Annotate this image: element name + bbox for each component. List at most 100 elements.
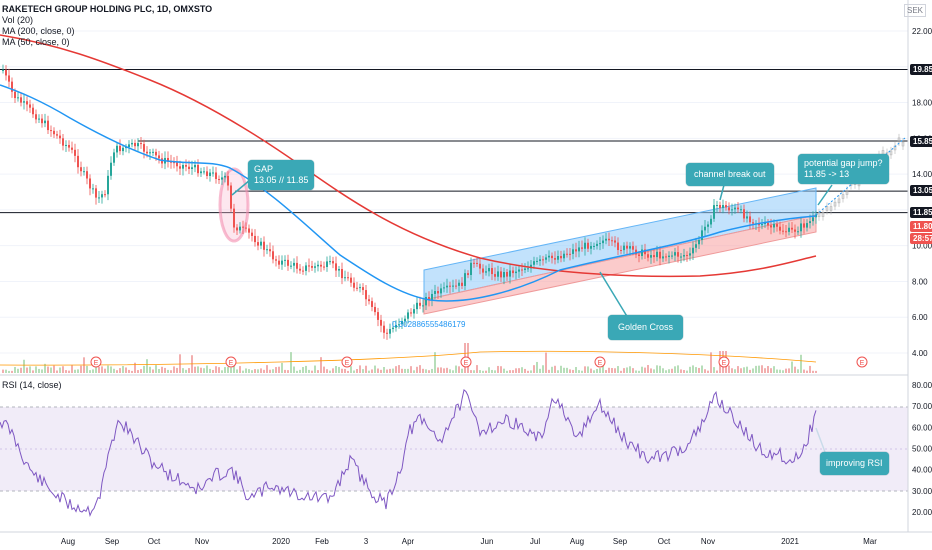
earnings-marker[interactable] — [718, 356, 730, 368]
candle-body[interactable] — [803, 223, 805, 228]
candle-body[interactable] — [689, 253, 691, 256]
candle-body[interactable] — [149, 152, 151, 154]
candle-body[interactable] — [128, 144, 130, 148]
candle-body[interactable] — [590, 246, 592, 249]
candle-body[interactable] — [125, 147, 127, 149]
candle-body[interactable] — [92, 188, 94, 190]
candle-body[interactable] — [155, 151, 157, 156]
candle-body[interactable] — [170, 161, 172, 163]
candle-body[interactable] — [368, 299, 370, 302]
candle-body[interactable] — [593, 245, 595, 247]
candle-body[interactable] — [785, 231, 787, 233]
candle-body[interactable] — [482, 268, 484, 273]
candle-body[interactable] — [837, 198, 841, 204]
candle-body[interactable] — [449, 285, 451, 287]
candle-body[interactable] — [209, 172, 211, 176]
candle-body[interactable] — [140, 143, 142, 145]
candle-body[interactable] — [761, 224, 763, 226]
candle-body[interactable] — [413, 309, 415, 314]
candle-body[interactable] — [596, 243, 598, 246]
candle-body[interactable] — [404, 318, 406, 321]
candle-body[interactable] — [467, 273, 469, 275]
candle-body[interactable] — [602, 240, 604, 244]
candle-body[interactable] — [443, 287, 445, 289]
candle-body[interactable] — [212, 172, 214, 174]
candle-body[interactable] — [146, 151, 148, 154]
candle-body[interactable] — [566, 253, 568, 255]
candle-body[interactable] — [110, 162, 112, 176]
candle-body[interactable] — [275, 259, 277, 261]
candle-body[interactable] — [362, 287, 364, 291]
candle-body[interactable] — [50, 130, 52, 132]
candle-body[interactable] — [83, 171, 85, 173]
candle-body[interactable] — [191, 167, 193, 170]
candle-body[interactable] — [776, 224, 778, 227]
candle-body[interactable] — [425, 296, 427, 306]
candle-body[interactable] — [203, 171, 205, 173]
candle-body[interactable] — [476, 262, 478, 264]
candle-body[interactable] — [251, 232, 253, 236]
candle-body[interactable] — [263, 241, 265, 250]
earnings-marker[interactable] — [225, 356, 237, 368]
candle-body[interactable] — [56, 134, 58, 136]
candle-body[interactable] — [897, 137, 901, 143]
candle-body[interactable] — [95, 188, 97, 198]
candle-body[interactable] — [662, 256, 664, 259]
candle-body[interactable] — [770, 225, 772, 228]
candle-body[interactable] — [503, 271, 505, 278]
candle-body[interactable] — [158, 155, 160, 159]
candle-body[interactable] — [889, 150, 893, 156]
candle-body[interactable] — [749, 216, 751, 223]
candle-body[interactable] — [461, 282, 463, 286]
candle-body[interactable] — [35, 114, 37, 120]
candle-body[interactable] — [455, 285, 457, 287]
candle-body[interactable] — [32, 107, 34, 115]
candle-body[interactable] — [200, 171, 202, 174]
candle-body[interactable] — [659, 251, 661, 259]
candle-body[interactable] — [98, 197, 100, 199]
candle-body[interactable] — [773, 224, 775, 228]
candle-body[interactable] — [230, 185, 232, 209]
candle-body[interactable] — [185, 165, 187, 167]
candle-body[interactable] — [68, 144, 70, 148]
candle-body[interactable] — [725, 205, 727, 208]
candle-body[interactable] — [332, 261, 334, 264]
candle-body[interactable] — [512, 270, 514, 274]
candle-body[interactable] — [347, 277, 349, 279]
candle-body[interactable] — [377, 312, 379, 320]
candle-body[interactable] — [557, 256, 559, 260]
candle-body[interactable] — [647, 254, 649, 258]
candle-body[interactable] — [518, 269, 520, 272]
candle-body[interactable] — [677, 252, 679, 257]
candle-body[interactable] — [782, 230, 784, 232]
candle-body[interactable] — [569, 253, 571, 255]
candle-body[interactable] — [65, 144, 67, 146]
candle-body[interactable] — [779, 226, 781, 231]
indicator-ma50[interactable]: MA (50, close, 0) — [2, 37, 70, 47]
candle-body[interactable] — [494, 274, 496, 277]
candle-body[interactable] — [473, 262, 475, 264]
candle-body[interactable] — [829, 206, 833, 211]
candle-body[interactable] — [500, 271, 502, 278]
candle-body[interactable] — [308, 265, 310, 267]
candle-body[interactable] — [143, 144, 145, 152]
candle-body[interactable] — [341, 269, 343, 279]
candle-body[interactable] — [395, 324, 397, 328]
candle-body[interactable] — [524, 268, 526, 271]
candle-body[interactable] — [215, 172, 217, 180]
earnings-marker[interactable] — [460, 356, 472, 368]
candle-body[interactable] — [26, 101, 28, 105]
candle-body[interactable] — [791, 227, 793, 230]
candle-body[interactable] — [11, 81, 13, 92]
candle-body[interactable] — [197, 164, 199, 174]
candle-body[interactable] — [551, 255, 553, 259]
candle-body[interactable] — [563, 253, 565, 259]
candle-body[interactable] — [23, 101, 25, 103]
candle-body[interactable] — [176, 162, 178, 167]
candle-body[interactable] — [491, 268, 493, 275]
candle-body[interactable] — [239, 226, 241, 231]
candle-body[interactable] — [686, 255, 688, 257]
candle-body[interactable] — [194, 164, 196, 168]
candle-body[interactable] — [356, 287, 358, 289]
candle-body[interactable] — [389, 329, 391, 334]
